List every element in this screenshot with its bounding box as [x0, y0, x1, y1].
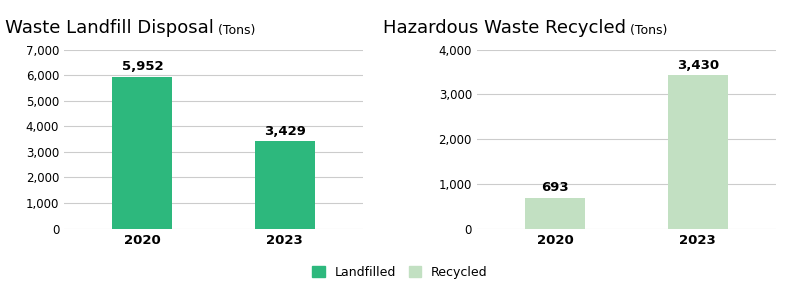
Bar — [526, 197, 585, 229]
Bar — [255, 141, 314, 229]
Text: 3,429: 3,429 — [264, 125, 306, 138]
Text: 693: 693 — [542, 181, 569, 194]
Text: Hazardous Waste Recycled: Hazardous Waste Recycled — [383, 19, 626, 37]
Legend: Landfilled, Recycled: Landfilled, Recycled — [307, 261, 493, 284]
Text: 5,952: 5,952 — [122, 60, 163, 73]
Bar — [113, 76, 172, 229]
Text: 3,430: 3,430 — [677, 59, 718, 72]
Text: (Tons): (Tons) — [214, 24, 255, 37]
Bar — [668, 75, 727, 229]
Text: (Tons): (Tons) — [626, 24, 668, 37]
Text: Hazardous Waste Landfill Disposal: Hazardous Waste Landfill Disposal — [0, 19, 214, 37]
